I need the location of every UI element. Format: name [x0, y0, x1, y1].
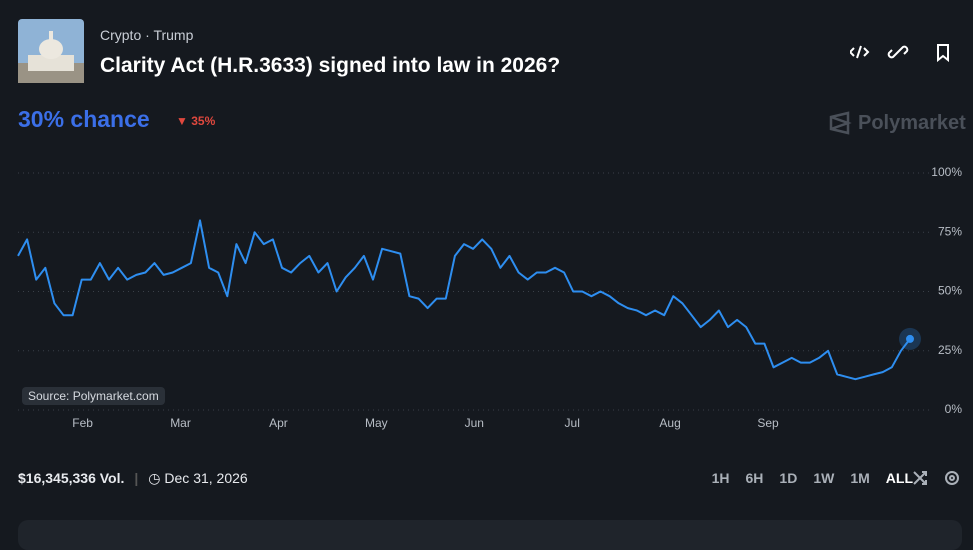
- chance: 30% chance: [18, 106, 150, 132]
- chart: 0% 25% 50% 75% 100% Feb Mar Apr May Jun Jul Aug Sep: [17, 165, 963, 430]
- y-tick-label: 50%: [938, 284, 962, 298]
- x-tick-label: Apr: [269, 416, 288, 430]
- y-tick-label: 100%: [931, 165, 962, 179]
- chart-controls[interactable]: [912, 468, 962, 488]
- change: ▼ 35%: [176, 114, 216, 128]
- range-button[interactable]: 1H: [711, 470, 730, 486]
- market-image: [18, 19, 84, 83]
- line: [17, 219, 911, 381]
- y-tick-label: 0%: [945, 402, 963, 416]
- x-tick-label: Jun: [465, 416, 484, 430]
- brand-logo: [829, 111, 852, 135]
- x-tick-label: Jul: [565, 416, 580, 430]
- x-tick-label: Feb: [72, 416, 93, 430]
- range-button[interactable]: ALL: [885, 470, 913, 486]
- range-button[interactable]: 1D: [779, 470, 798, 486]
- range-selector: 1H 6H 1D 1W 1M ALL: [696, 470, 913, 486]
- tag[interactable]: Trump: [153, 27, 194, 43]
- end-date: Dec 31, 2026: [164, 470, 248, 486]
- range-button[interactable]: 6H: [745, 470, 764, 486]
- range-button[interactable]: 1W: [813, 470, 835, 486]
- x-tick-label: Sep: [757, 416, 779, 430]
- footer: $16,345,336 Vol. | ◷ Dec 31, 2026: [18, 470, 248, 486]
- tags: Crypto · Trump: [100, 27, 194, 43]
- source: Source: Polymarket.com: [22, 387, 165, 405]
- y-tick-label: 25%: [938, 343, 962, 357]
- market-title: Clarity Act (H.R.3633) signed into law i…: [100, 54, 561, 77]
- y-tick-label: 75%: [938, 224, 962, 238]
- end-point: [906, 334, 914, 343]
- x-tick-label: Mar: [170, 416, 191, 430]
- volume: $16,345,336 Vol.: [18, 470, 125, 486]
- tag[interactable]: Crypto: [100, 27, 142, 43]
- x-tick-label: Aug: [659, 416, 680, 430]
- page: Crypto · Trump Clarity Act (H.R.3633) si…: [17, 19, 966, 550]
- actions[interactable]: [850, 42, 960, 62]
- change-value: 35%: [191, 114, 216, 128]
- panel: [18, 520, 962, 550]
- brand: Polymarket: [858, 112, 966, 134]
- x-tick-label: May: [365, 416, 388, 430]
- range-button[interactable]: 1M: [850, 470, 870, 486]
